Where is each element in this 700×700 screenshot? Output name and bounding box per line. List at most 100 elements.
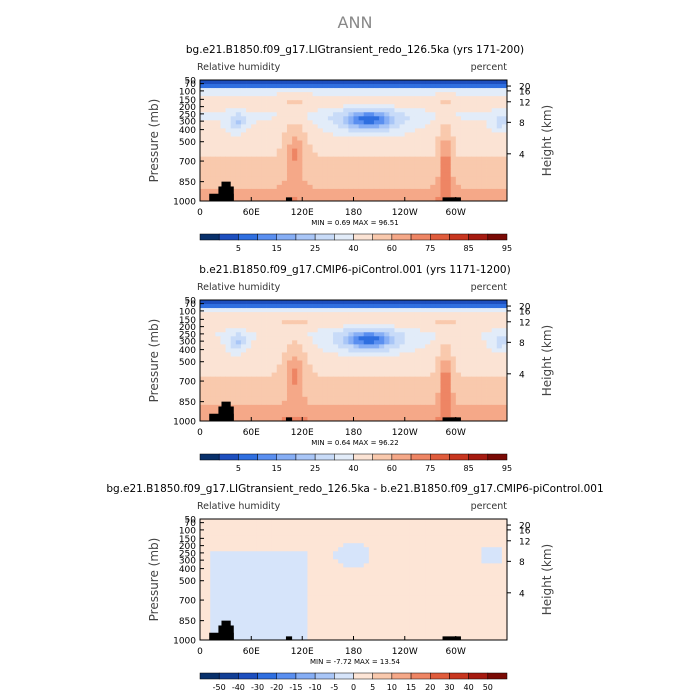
field-cell	[368, 579, 375, 584]
field-cell	[271, 96, 278, 101]
field-cell	[389, 152, 395, 158]
field-cell	[476, 124, 482, 129]
ytick-label: 250	[179, 110, 196, 120]
field-cell	[256, 551, 262, 556]
field-cell	[501, 344, 508, 349]
field-cell	[333, 380, 339, 386]
field-cell	[440, 404, 446, 410]
field-cell	[261, 328, 267, 333]
field-cell	[420, 531, 426, 536]
field-cell	[363, 535, 370, 540]
field-cell	[333, 184, 339, 190]
field-cell	[476, 160, 482, 166]
field-cell	[486, 384, 493, 390]
field-cell	[327, 108, 334, 113]
field-cell	[481, 372, 487, 378]
field-cell	[281, 543, 288, 548]
field-cell	[281, 196, 288, 202]
field-cell	[256, 132, 262, 137]
field-cell	[338, 356, 344, 361]
field-cell	[210, 164, 216, 170]
field-cell	[501, 88, 508, 93]
field-cell	[276, 384, 283, 390]
field-cell	[251, 164, 257, 170]
field-cell	[460, 164, 467, 170]
field-cell	[348, 196, 354, 202]
field-cell	[414, 164, 421, 170]
field-cell	[440, 132, 446, 137]
field-cell	[440, 312, 446, 317]
field-cell	[501, 571, 508, 576]
xtick-label: 180	[345, 208, 362, 218]
field-cell	[501, 559, 508, 564]
field-cell	[435, 164, 441, 170]
field-cell	[215, 152, 221, 158]
field-cell	[425, 587, 431, 592]
field-cell	[476, 336, 482, 341]
field-cell	[363, 92, 370, 97]
field-cell	[471, 136, 477, 141]
field-cell	[327, 324, 334, 329]
field-cell	[389, 336, 395, 341]
field-cell	[358, 523, 365, 528]
field-cell	[425, 356, 431, 361]
field-cell	[251, 523, 257, 528]
field-cell	[394, 416, 400, 422]
field-cell	[435, 591, 441, 597]
field-cell	[358, 188, 365, 194]
field-cell	[384, 595, 390, 601]
field-cell	[322, 152, 329, 158]
field-cell	[235, 308, 242, 313]
field-cell	[230, 340, 237, 345]
field-cell	[358, 144, 365, 149]
field-cell	[455, 380, 462, 386]
field-cell	[200, 164, 206, 170]
field-cell	[466, 312, 472, 317]
field-cell	[379, 192, 385, 198]
field-cell	[307, 559, 313, 564]
field-cell	[399, 583, 406, 588]
field-cell	[205, 156, 211, 162]
field-cell	[235, 376, 242, 382]
field-cell	[368, 304, 375, 309]
field-cell	[476, 168, 482, 174]
field-cell	[399, 320, 406, 325]
field-cell	[281, 352, 288, 357]
field-cell	[348, 140, 354, 145]
field-cell	[322, 547, 329, 552]
field-cell	[394, 575, 400, 580]
field-cell	[471, 368, 477, 373]
field-cell	[435, 400, 441, 406]
field-cell	[338, 400, 344, 406]
field-cell	[220, 128, 226, 133]
colorbar-swatch	[449, 233, 469, 241]
field-cell	[379, 587, 385, 592]
field-cell	[220, 328, 226, 333]
field-cell	[353, 344, 360, 349]
field-cell	[261, 372, 267, 378]
field-cell	[384, 527, 390, 532]
field-cell	[286, 324, 293, 329]
field-cell	[225, 304, 232, 309]
field-cell	[394, 567, 400, 572]
field-cell	[230, 531, 237, 536]
field-cell	[404, 416, 411, 422]
field-cell	[302, 392, 308, 398]
field-cell	[266, 324, 273, 329]
field-cell	[486, 176, 493, 182]
field-cell	[363, 152, 370, 158]
field-cell	[235, 120, 242, 125]
field-cell	[363, 348, 370, 353]
field-cell	[256, 160, 262, 166]
field-cell	[215, 108, 221, 113]
field-cell	[450, 124, 457, 129]
field-cell	[404, 563, 411, 568]
field-cell	[394, 80, 400, 85]
field-cell	[220, 104, 226, 109]
field-cell	[496, 120, 503, 125]
field-cell	[276, 184, 283, 190]
field-cell	[343, 380, 349, 386]
field-cell	[404, 164, 411, 170]
field-cell	[466, 112, 472, 117]
field-cell	[200, 312, 206, 317]
